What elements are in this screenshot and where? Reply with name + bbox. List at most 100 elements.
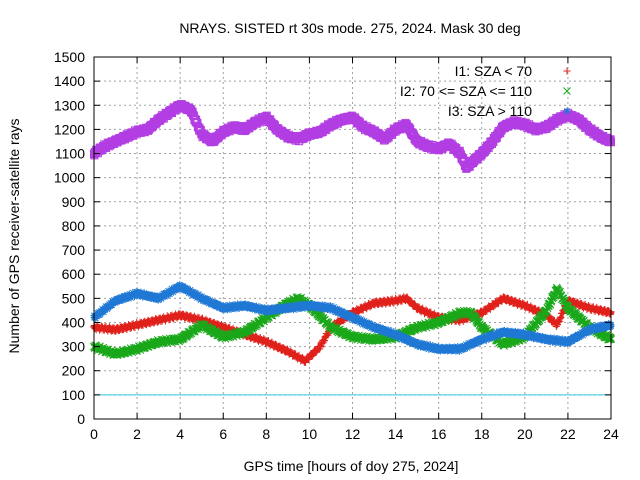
- series-3-marker: [542, 335, 550, 343]
- total-marker: [273, 125, 282, 134]
- total-marker: [520, 120, 529, 129]
- series-3-marker: [499, 328, 507, 336]
- series-1-marker: [413, 304, 421, 312]
- series-2-marker: [477, 323, 486, 332]
- series-3-marker: [349, 314, 356, 322]
- series-3-marker: [327, 304, 335, 312]
- series-2-marker: [219, 333, 228, 341]
- series-3-marker: [435, 345, 443, 353]
- total-marker: [208, 137, 217, 146]
- series-2-marker: [327, 323, 335, 332]
- series-2-marker: [197, 321, 206, 329]
- series-3-marker: [585, 326, 593, 334]
- total-marker: [294, 135, 303, 144]
- total-marker: [111, 137, 120, 146]
- plot-frame: [93, 56, 612, 420]
- series-2-marker: [434, 318, 443, 327]
- total-marker: [154, 115, 163, 124]
- total-marker: [100, 142, 109, 151]
- series-3-marker: [198, 294, 206, 302]
- total-marker: [553, 115, 562, 124]
- total-marker: [305, 130, 314, 139]
- series-1-marker: [262, 338, 270, 346]
- series-2-marker: [370, 335, 378, 344]
- total-marker: [262, 113, 271, 122]
- series-3-marker: [564, 338, 572, 346]
- series-1-marker: [155, 316, 163, 324]
- total-marker: [462, 164, 471, 173]
- series-1-marker: [301, 357, 309, 365]
- series-3-marker: [370, 323, 378, 331]
- total-marker: [359, 122, 368, 131]
- total-marker: [423, 142, 432, 151]
- series-3-marker: [478, 335, 486, 343]
- series-3-marker: [112, 297, 120, 305]
- total-marker: [337, 115, 346, 124]
- total-marker: [477, 149, 486, 158]
- series-3-marker: [456, 345, 464, 353]
- series-3-marker: [96, 311, 104, 319]
- series-1-marker: [112, 326, 120, 334]
- series-3: [90, 281, 615, 355]
- series-2-marker: [467, 308, 475, 317]
- series-3-marker: [305, 302, 313, 310]
- total-marker: [122, 132, 131, 141]
- series-3-marker: [262, 306, 270, 314]
- total-marker: [596, 132, 605, 141]
- series-2-marker: [294, 294, 303, 303]
- total-marker: [251, 118, 260, 127]
- series-1-marker: [219, 323, 227, 331]
- series-1-marker: [521, 302, 529, 310]
- total-marker: [445, 139, 454, 148]
- total-marker: [165, 108, 174, 117]
- total-marker: [456, 149, 465, 158]
- total-marker: [133, 127, 142, 136]
- total-marker: [240, 125, 249, 134]
- total-marker: [197, 130, 206, 139]
- total-marker: [574, 115, 583, 124]
- series-2-marker: [553, 284, 561, 293]
- total-marker: [380, 135, 389, 144]
- total-marker: [326, 120, 335, 129]
- series-layer: [90, 100, 615, 366]
- series-2-marker: [240, 328, 249, 336]
- series-2-marker: [564, 304, 572, 312]
- series-3-marker: [284, 304, 292, 312]
- series-4: [90, 100, 615, 173]
- total-marker: [143, 125, 152, 134]
- total-marker: [176, 101, 185, 110]
- total-marker: [402, 120, 411, 129]
- total-marker: [542, 122, 551, 131]
- series-1-marker: [392, 297, 400, 305]
- series-1-marker: [402, 294, 410, 302]
- series-1-marker: [478, 309, 486, 317]
- series-2-marker: [176, 335, 185, 344]
- total-marker: [230, 122, 239, 131]
- total-marker: [316, 127, 325, 136]
- series-3-marker: [176, 282, 184, 290]
- total-marker: [348, 113, 357, 122]
- total-marker: [219, 127, 228, 136]
- chart-title: NRAYS. SISTED rt 30s mode. 275, 2024. Ma…: [179, 20, 520, 36]
- series-2-marker: [499, 340, 508, 349]
- total-marker: [531, 125, 540, 134]
- series-3-marker: [241, 302, 249, 310]
- series-1-marker: [585, 304, 593, 312]
- series-2: [90, 283, 615, 359]
- series-3-marker: [521, 331, 529, 339]
- series-1-marker: [499, 294, 507, 302]
- series-2-marker: [456, 308, 465, 317]
- series-1-marker: [316, 343, 324, 351]
- total-marker: [413, 137, 422, 146]
- total-marker: [391, 125, 400, 134]
- series-1-marker: [370, 299, 378, 307]
- series-2-marker: [133, 345, 141, 353]
- series-3-marker: [392, 331, 400, 339]
- series-3-marker: [155, 294, 163, 302]
- total-marker: [466, 159, 475, 168]
- x-axis-label: GPS time [hours of doy 275, 2024]: [244, 458, 459, 474]
- series-2-marker: [542, 306, 551, 315]
- series-1-marker: [133, 321, 141, 329]
- total-marker: [283, 132, 292, 141]
